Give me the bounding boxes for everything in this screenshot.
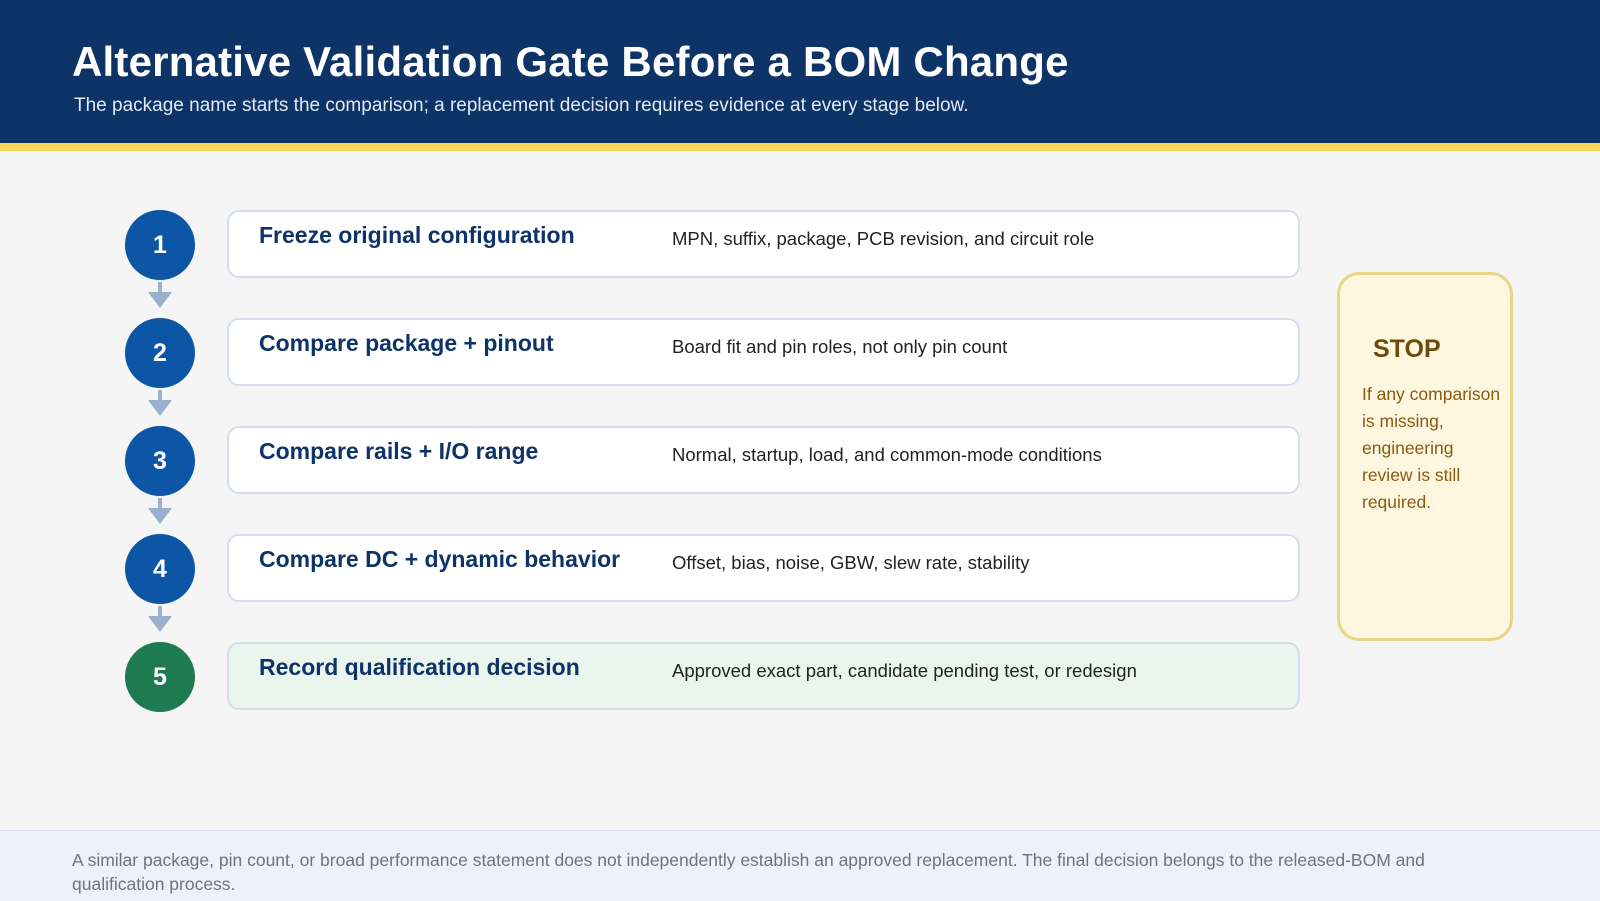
step-1-number: 1	[125, 210, 195, 280]
arrow-down-icon	[148, 606, 172, 634]
stop-callout: STOP If any comparison is missing, engin…	[1337, 272, 1513, 641]
header-banner: Alternative Validation Gate Before a BOM…	[0, 0, 1600, 143]
step-2-description: Board fit and pin roles, not only pin co…	[672, 336, 1008, 357]
step-5-card: Record qualification decision Approved e…	[227, 642, 1300, 710]
footer-note: A similar package, pin count, or broad p…	[72, 850, 1425, 894]
step-2-title: Compare package + pinout	[259, 330, 554, 356]
step-4-number: 4	[125, 534, 195, 604]
step-1-description: MPN, suffix, package, PCB revision, and …	[672, 228, 1095, 249]
step-5-title: Record qualification decision	[259, 654, 580, 680]
footer: A similar package, pin count, or broad p…	[0, 830, 1600, 901]
step-2-number: 2	[125, 318, 195, 388]
step-1-card: Freeze original configuration MPN, suffi…	[227, 210, 1300, 278]
arrow-down-icon	[148, 498, 172, 526]
stop-message: If any comparison is missing, engineerin…	[1362, 384, 1501, 512]
step-5-description: Approved exact part, candidate pending t…	[672, 660, 1137, 681]
arrow-down-icon	[148, 282, 172, 310]
step-3-title: Compare rails + I/O range	[259, 438, 539, 464]
step-4-description: Offset, bias, noise, GBW, slew rate, sta…	[672, 552, 1030, 573]
page-subtitle: The package name starts the comparison; …	[74, 95, 969, 116]
step-4-card: Compare DC + dynamic behavior Offset, bi…	[227, 534, 1300, 602]
step-3-number: 3	[125, 426, 195, 496]
stop-title: STOP	[1373, 335, 1441, 363]
step-4-title: Compare DC + dynamic behavior	[259, 546, 621, 572]
arrow-down-icon	[148, 390, 172, 418]
page-title: Alternative Validation Gate Before a BOM…	[72, 38, 1069, 85]
step-1-title: Freeze original configuration	[259, 222, 575, 248]
step-3-card: Compare rails + I/O range Normal, startu…	[227, 426, 1300, 494]
step-2-card: Compare package + pinout Board fit and p…	[227, 318, 1300, 386]
accent-stripe	[0, 143, 1600, 151]
step-5-number: 5	[125, 642, 195, 712]
step-3-description: Normal, startup, load, and common-mode c…	[672, 444, 1102, 465]
